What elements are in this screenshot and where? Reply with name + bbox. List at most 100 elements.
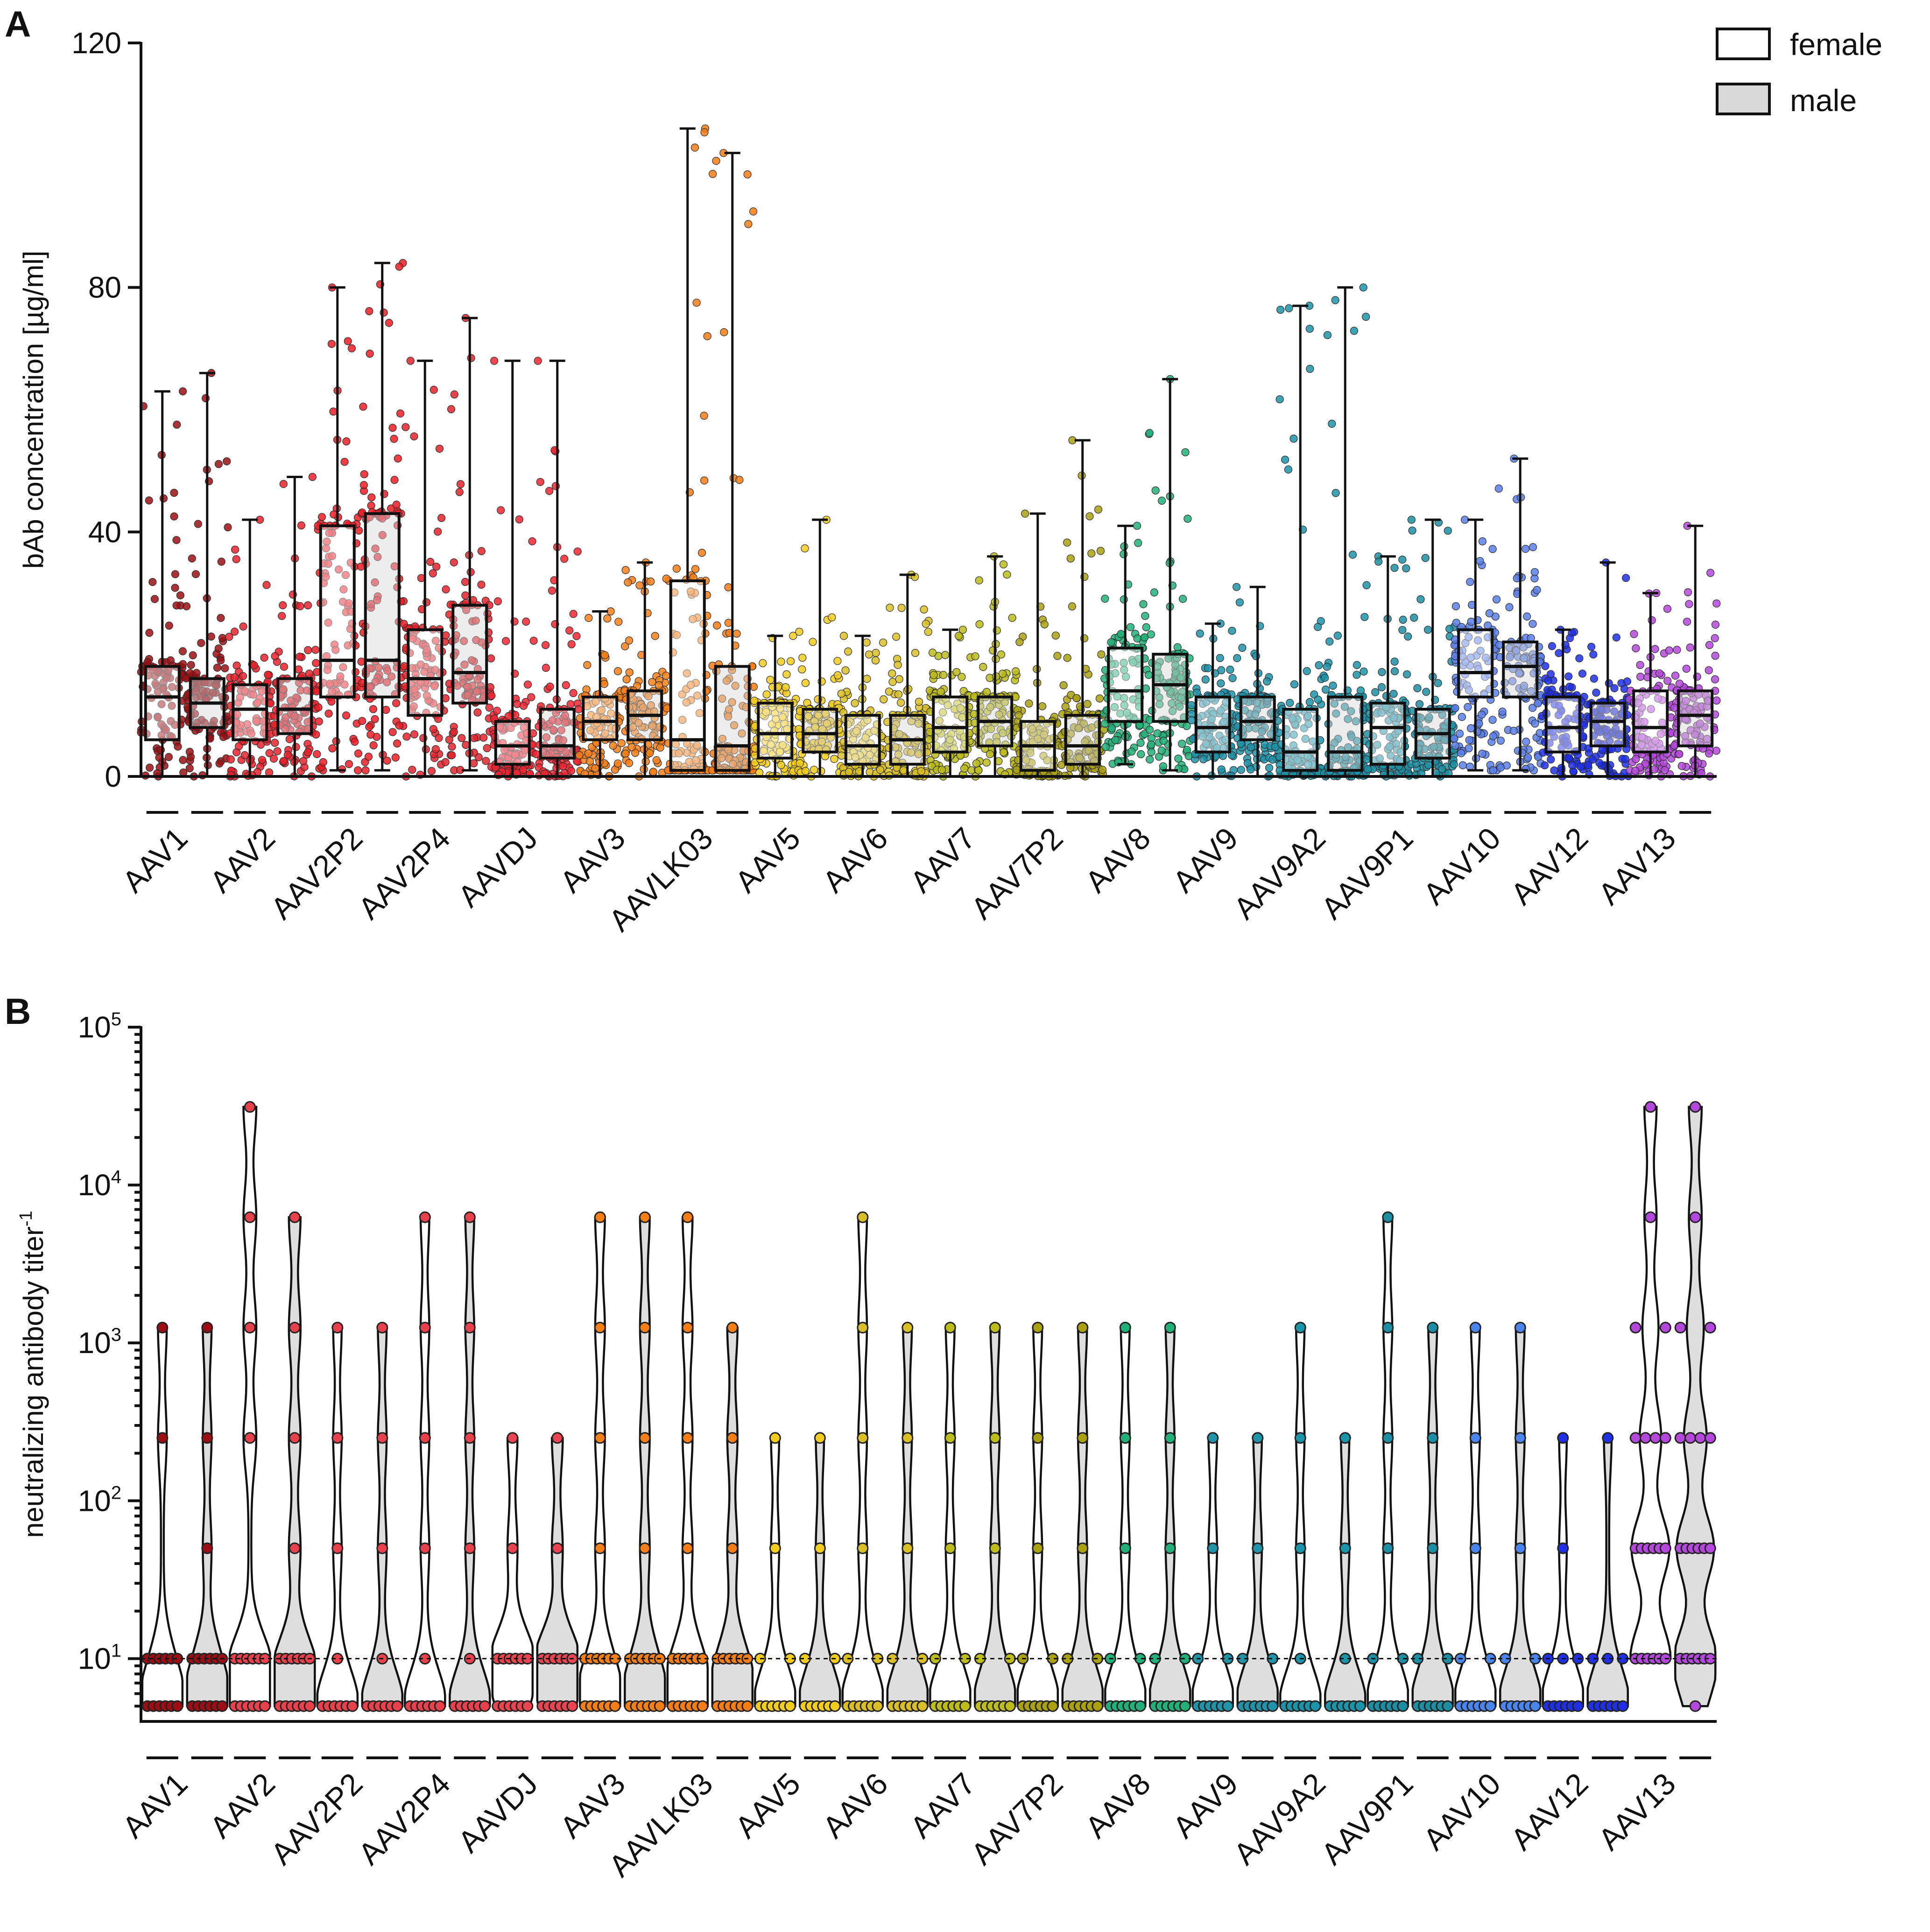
bab-data-point: [230, 673, 239, 682]
nab-data-point: [1629, 1322, 1641, 1333]
nab-data-point: [434, 1700, 446, 1712]
bab-data-point: [342, 711, 351, 720]
bab-data-point: [327, 697, 336, 706]
bab-data-point: [189, 651, 197, 660]
bab-data-point: [157, 720, 166, 728]
bab-data-point: [703, 332, 711, 340]
nab-data-point: [1164, 1322, 1176, 1333]
bab-data-point: [249, 691, 258, 699]
bab-data-point: [528, 537, 536, 546]
bab-data-point: [915, 698, 923, 706]
bab-data-point: [1636, 661, 1644, 669]
bab-data-point: [1587, 642, 1596, 651]
bab-data-point: [351, 738, 359, 746]
bab-data-point: [1362, 581, 1371, 590]
bab-data-point: [1705, 641, 1714, 649]
bab-data-point: [1178, 740, 1186, 748]
bab-data-point: [162, 674, 170, 682]
bab-data-point: [1098, 766, 1107, 774]
bab-data-point: [1153, 729, 1162, 738]
bab-data-point: [271, 739, 279, 747]
bab-data-point: [1374, 557, 1383, 566]
box-female: [144, 665, 181, 741]
nab-data-point: [682, 1211, 694, 1223]
nab-data-point: [551, 1542, 564, 1554]
bab-data-point: [1187, 701, 1196, 709]
nab-data-point: [902, 1322, 914, 1333]
nab-data-point: [1427, 1542, 1439, 1554]
nab-data-point: [594, 1322, 606, 1333]
bab-data-point: [1712, 696, 1721, 705]
bab-data-point: [1422, 688, 1430, 696]
bab-data-point: [1589, 650, 1598, 659]
box-male: [276, 677, 313, 735]
bab-data-point: [606, 607, 615, 616]
nab-data-point: [1047, 1700, 1059, 1712]
nab-data-point: [1529, 1700, 1541, 1712]
nab-data-point: [594, 1211, 606, 1223]
bab-data-point: [442, 631, 450, 640]
nab-data-point: [1119, 1432, 1131, 1444]
bab-data-point: [1057, 761, 1066, 769]
bab-data-point: [400, 620, 408, 628]
bab-data-point: [240, 687, 249, 695]
bab-data-point: [1465, 744, 1473, 753]
bab-data-point: [1399, 615, 1407, 624]
bab-data-point: [1331, 489, 1340, 497]
bab-data-point: [1146, 726, 1154, 734]
nab-data-point: [1397, 1700, 1409, 1712]
bab-data-point: [354, 749, 363, 758]
y-axis-title-a: bAb concentration [µg/ml]: [18, 251, 49, 569]
bab-data-point: [625, 636, 634, 645]
box-female: [494, 720, 531, 766]
bab-data-point: [1352, 661, 1361, 670]
bab-data-point: [366, 730, 375, 739]
bab-data-point: [1509, 726, 1518, 735]
nab-data-point: [902, 1432, 914, 1444]
nab-data-point: [464, 1211, 476, 1223]
bab-data-point: [871, 656, 880, 665]
bab-data-point: [1196, 629, 1204, 638]
bab-data-point: [762, 690, 771, 698]
bab-data-point: [342, 437, 351, 446]
box-female: [1107, 647, 1144, 723]
bab-data-point: [283, 751, 292, 759]
bab-data-point: [1496, 736, 1505, 745]
bab-data-point: [1133, 634, 1141, 643]
bab-data-point: [1329, 681, 1337, 690]
nab-data-point: [1119, 1542, 1131, 1554]
nab-data-point: [769, 1432, 781, 1444]
bab-data-point: [483, 744, 491, 753]
bab-data-point: [209, 688, 217, 697]
nab-data-point: [289, 1432, 301, 1444]
nab-data-point: [201, 1432, 213, 1444]
nab-data-point: [944, 1542, 956, 1554]
bab-data-point: [1233, 654, 1241, 663]
bab-data-point: [213, 663, 221, 672]
bab-data-point: [273, 747, 282, 755]
bab-data-point: [1612, 633, 1620, 642]
nab-data-point: [1339, 1542, 1351, 1554]
box-male: [1677, 689, 1714, 747]
bab-data-point: [1107, 638, 1115, 647]
bab-data-point: [899, 766, 908, 775]
bab-data-point: [1636, 672, 1645, 681]
bab-data-point: [796, 759, 804, 768]
bab-data-point: [614, 618, 623, 626]
bab-data-point: [409, 702, 418, 711]
bab-data-point: [801, 767, 810, 776]
bab-data-point: [971, 652, 979, 661]
bab-data-point: [1685, 600, 1693, 608]
nab-data-point: [1704, 1432, 1716, 1444]
bab-data-point: [566, 700, 575, 708]
bab-data-point: [232, 555, 240, 564]
bab-data-point: [560, 555, 569, 563]
bab-data-point: [239, 672, 247, 680]
bab-data-point: [1142, 623, 1150, 632]
bab-data-point: [1378, 668, 1386, 677]
bab-data-point: [490, 357, 499, 365]
bab-data-point: [1095, 694, 1104, 703]
nab-data-point: [551, 1432, 564, 1444]
bab-data-point: [1686, 643, 1694, 652]
